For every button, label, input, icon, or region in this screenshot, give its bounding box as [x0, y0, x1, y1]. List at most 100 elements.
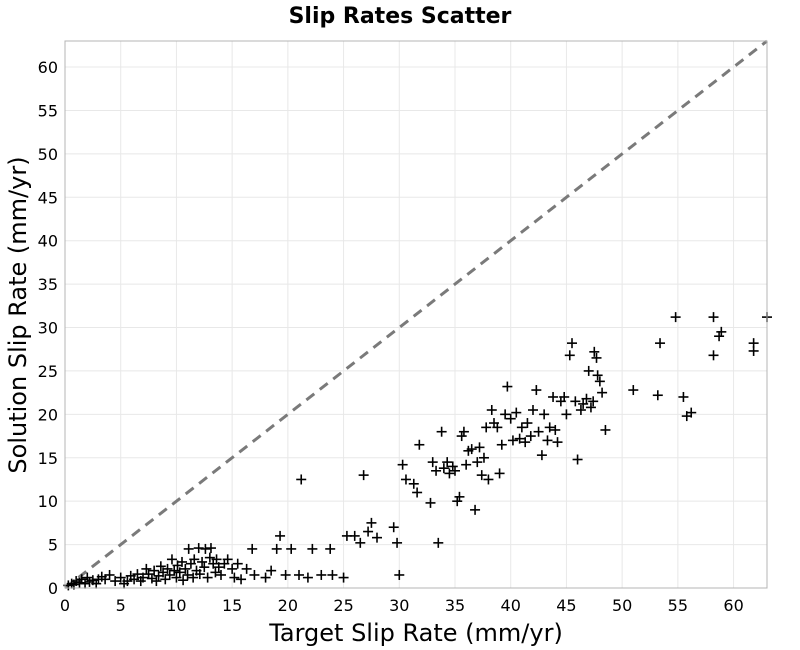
scatter-point	[536, 450, 547, 461]
x-tick-label: 35	[445, 596, 465, 615]
scatter-point	[171, 572, 182, 583]
scatter-point	[188, 572, 199, 583]
scatter-point	[552, 437, 563, 448]
scatter-point	[567, 338, 577, 349]
scatter-point	[502, 381, 513, 392]
chart-title: Slip Rates Scatter	[289, 4, 512, 29]
scatter-point	[578, 398, 589, 409]
scatter-point	[91, 578, 102, 589]
scatter-point	[241, 563, 252, 574]
scatter-point	[138, 572, 148, 583]
scatter-point	[542, 435, 553, 446]
scatter-point	[307, 543, 318, 554]
x-tick-label: 20	[278, 596, 298, 615]
scatter-point	[716, 326, 727, 337]
scatter-point	[714, 331, 725, 342]
scatter-point	[452, 496, 463, 507]
x-tick-label: 30	[389, 596, 409, 615]
scatter-point	[583, 365, 594, 376]
scatter-point	[425, 497, 436, 508]
scatter-point	[548, 391, 559, 402]
scatter-point	[514, 433, 525, 444]
scatter-point	[82, 572, 93, 583]
scatter-point	[408, 478, 419, 489]
scatter-point	[447, 461, 458, 472]
scatter-point	[470, 504, 481, 515]
scatter-point	[392, 537, 403, 548]
scatter-point	[450, 465, 460, 476]
scatter-point	[531, 385, 542, 396]
scatter-point	[481, 422, 492, 433]
scatter-point	[511, 407, 522, 418]
x-tick-label: 45	[556, 596, 576, 615]
scatter-point	[236, 574, 247, 585]
scatter-point	[194, 569, 205, 580]
x-tick-label: 0	[60, 596, 70, 615]
scatter-point	[122, 576, 133, 587]
scatter-point	[151, 576, 162, 587]
scatter-point	[166, 554, 177, 565]
scatter-point	[177, 556, 187, 567]
x-tick-label: 50	[612, 596, 632, 615]
scatter-point	[505, 413, 516, 424]
y-tick-label: 20	[38, 405, 58, 424]
scatter-point	[211, 554, 222, 565]
scatter-point	[708, 312, 719, 323]
scatter-point	[575, 405, 586, 416]
scatter-point	[564, 350, 575, 361]
x-tick-label: 25	[333, 596, 353, 615]
scatter-point	[581, 393, 592, 404]
scatter-point	[210, 567, 221, 578]
y-tick-label: 35	[38, 275, 58, 294]
scatter-point	[544, 422, 555, 433]
scatter-point	[539, 409, 550, 420]
scatter-point	[232, 558, 243, 569]
plot-frame	[64, 40, 768, 589]
data-points	[63, 312, 772, 591]
y-tick-label: 15	[38, 449, 58, 468]
scatter-point	[507, 435, 518, 446]
scatter-point	[155, 561, 166, 572]
y-axis-ticks: 0 5 10 15 20 25 30 35 40 45 50 55 60	[38, 58, 58, 598]
scatter-point	[249, 569, 260, 580]
scatter-point	[572, 454, 583, 465]
y-tick-label: 5	[48, 536, 58, 555]
scatter-point	[597, 387, 608, 398]
scatter-point	[280, 569, 291, 580]
scatter-point	[483, 474, 494, 485]
scatter-point	[628, 385, 639, 396]
scatter-point	[533, 426, 544, 437]
scatter-point	[591, 352, 602, 363]
scatter-point	[200, 543, 211, 554]
scatter-point	[500, 409, 511, 420]
scatter-point	[427, 457, 438, 468]
reference-line	[64, 39, 768, 590]
scatter-point	[454, 491, 465, 502]
scatter-point	[478, 452, 489, 463]
scatter-point	[412, 487, 423, 498]
y-tick-label: 30	[38, 319, 58, 338]
scatter-point	[193, 543, 204, 554]
scatter-point	[388, 522, 399, 533]
scatter-point	[132, 569, 143, 580]
x-tick-label: 60	[723, 596, 743, 615]
x-axis-ticks: 0 5 10 15 20 25 30 35 40 45 50 55 60	[60, 596, 744, 615]
scatter-point	[197, 556, 208, 567]
x-axis-label: Target Slip Rate (mm/yr)	[268, 619, 563, 647]
scatter-point	[528, 405, 538, 416]
scatter-point	[436, 426, 447, 437]
scatter-point	[229, 572, 240, 583]
scatter-point	[286, 543, 297, 554]
y-tick-label: 0	[48, 579, 58, 598]
scatter-point	[294, 569, 304, 580]
scatter-point	[302, 572, 313, 583]
scatter-point	[492, 422, 503, 433]
scatter-point	[325, 543, 336, 554]
scatter-point	[178, 575, 189, 586]
scatter-point	[494, 468, 505, 479]
scatter-point	[476, 470, 487, 481]
x-tick-label: 40	[501, 596, 521, 615]
scatter-point	[358, 470, 369, 481]
scatter-point	[442, 457, 453, 468]
x-tick-label: 10	[166, 596, 186, 615]
